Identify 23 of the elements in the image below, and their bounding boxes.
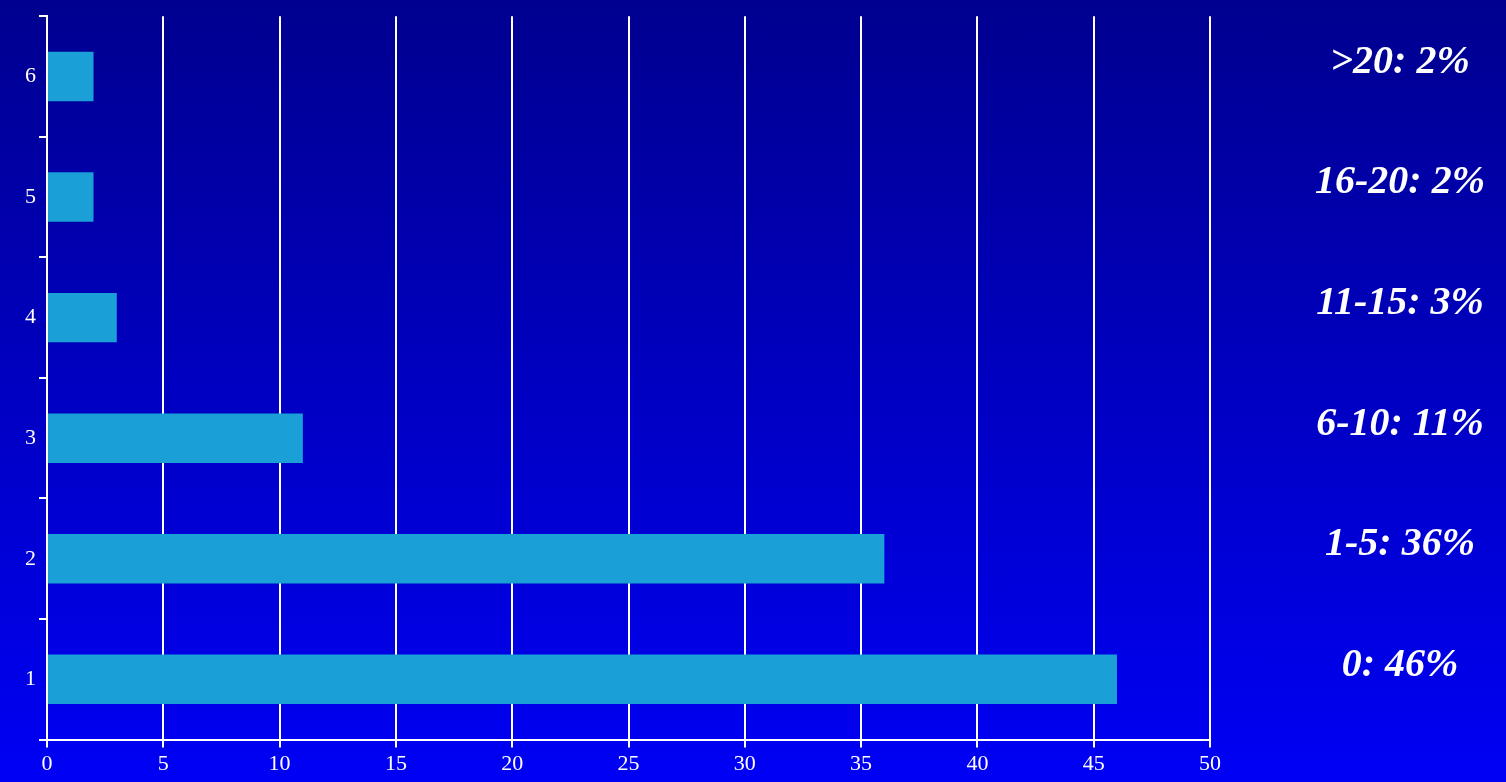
- x-tick-label: 40: [966, 749, 989, 775]
- x-tick-label: 10: [268, 749, 291, 775]
- text: 16-20: 2%: [1315, 157, 1485, 203]
- text: 6-10: 11%: [1316, 398, 1484, 444]
- y-tick-label: 4: [25, 303, 36, 329]
- x-tick-label: 15: [384, 749, 407, 775]
- x-tick-label: 35: [850, 749, 873, 775]
- text: >20: 2%: [1330, 36, 1470, 82]
- y-tick-label: 2: [25, 544, 36, 570]
- x-tick-label: 25: [617, 749, 640, 775]
- x-tick-label: 5: [157, 749, 169, 775]
- x-tick-label: 0: [41, 749, 53, 775]
- text: 11-15: 3%: [1316, 277, 1484, 323]
- x-tick-label: 30: [733, 749, 756, 775]
- text: 1-5: 36%: [1325, 519, 1475, 565]
- text: 0: 46%: [1341, 639, 1459, 685]
- y-tick-label: 6: [25, 62, 36, 88]
- y-tick-label: 5: [25, 182, 36, 208]
- x-tick-label: 50: [1199, 749, 1221, 775]
- y-tick-label: 1: [25, 665, 36, 691]
- x-tick-label: 20: [501, 749, 524, 775]
- x-tick-label: 45: [1082, 749, 1105, 775]
- y-tick-label: 3: [25, 423, 36, 449]
